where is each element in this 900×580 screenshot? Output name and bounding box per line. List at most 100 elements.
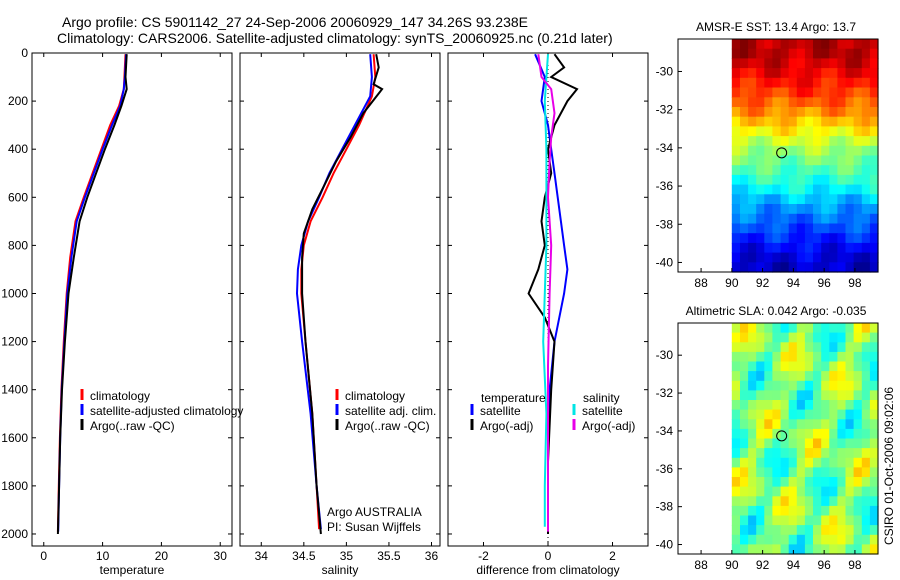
heatmap-cell: [869, 419, 879, 430]
heatmap-cell: [813, 242, 822, 254]
heatmap-cell: [756, 194, 765, 205]
heatmap-cell: [796, 409, 806, 420]
heatmap-cell: [780, 390, 790, 401]
heatmap-cell: [804, 116, 814, 127]
heatmap-cell: [821, 371, 830, 382]
float-position-marker: [776, 430, 788, 442]
heatmap-cell: [804, 194, 814, 205]
heatmap-cell: [804, 457, 814, 468]
heatmap-cell: [740, 525, 749, 536]
heatmap-cell: [821, 39, 830, 50]
heatmap-cell: [829, 116, 838, 127]
heatmap-cell: [796, 525, 806, 536]
heatmap-cell: [772, 457, 782, 468]
heatmap-cell: [731, 39, 741, 50]
heatmap-cell: [772, 390, 782, 401]
heatmap-cell: [845, 39, 855, 50]
x-tick-label: 10: [96, 549, 110, 563]
y-tick-label: -34: [656, 141, 674, 155]
heatmap-cell: [829, 233, 838, 244]
heatmap-cell: [731, 204, 741, 215]
heatmap-cell: [853, 252, 863, 263]
heatmap-cell: [748, 77, 757, 89]
heatmap-cell: [804, 505, 814, 517]
heatmap-cell: [772, 371, 782, 382]
heatmap-cell: [772, 332, 782, 343]
heatmap-cell: [821, 448, 830, 459]
heatmap-cell: [740, 107, 749, 118]
heatmap-cell: [869, 68, 879, 79]
heatmap-cell: [853, 262, 863, 273]
heatmap-cell: [764, 371, 773, 382]
heatmap-cell: [804, 342, 814, 353]
y-tick-label: -38: [656, 217, 674, 231]
heatmap-cell: [813, 97, 822, 108]
heatmap-cell: [780, 380, 790, 391]
heatmap-cell: [869, 136, 879, 147]
heatmap-cell: [837, 351, 847, 363]
heatmap-cell: [861, 419, 871, 430]
heatmap-cell: [845, 400, 855, 411]
heatmap-cell: [748, 419, 757, 430]
heatmap-cell: [764, 97, 773, 108]
heatmap-cell: [804, 409, 814, 420]
y-tick-label: 1000: [1, 286, 28, 300]
heatmap-cell: [772, 126, 782, 137]
heatmap-cell: [813, 486, 822, 497]
heatmap-cell: [869, 87, 879, 98]
heatmap-cell: [853, 400, 863, 411]
heatmap-cell: [869, 361, 879, 372]
heatmap-cell: [821, 242, 830, 254]
heatmap-cell: [740, 371, 749, 382]
heatmap-cell: [731, 505, 741, 517]
heatmap-cell: [853, 428, 863, 440]
heatmap-cell: [853, 323, 863, 334]
heatmap-cell: [829, 380, 838, 391]
x-tick-label: 34.5: [292, 549, 316, 563]
heatmap-cell: [748, 174, 757, 186]
heatmap-cell: [869, 323, 879, 334]
heatmap-cell: [796, 390, 806, 401]
heatmap-cell: [804, 165, 814, 176]
heatmap-cell: [788, 323, 798, 334]
heatmap-cell: [821, 477, 830, 488]
heatmap-cell: [813, 213, 822, 225]
heatmap-cell: [796, 486, 806, 497]
heatmap-cell: [821, 534, 830, 545]
heatmap-cell: [796, 515, 806, 526]
heatmap-cell: [788, 136, 798, 147]
heatmap-cell: [796, 505, 806, 517]
heatmap-cell: [788, 107, 798, 118]
heatmap-cell: [780, 419, 790, 430]
heatmap-cell: [829, 126, 838, 137]
heatmap-cell: [780, 438, 790, 449]
heatmap-cell: [780, 351, 790, 363]
heatmap-cell: [796, 77, 806, 89]
temperature-panel: 0 200 400 600 800 1000 1200 1400 1600 1800 2000 0 10…: [1, 46, 243, 577]
heatmap-cell: [869, 233, 879, 244]
heatmap-cell: [756, 213, 765, 225]
heatmap-cell: [861, 448, 871, 459]
heatmap-cell: [796, 262, 806, 273]
heatmap-cell: [772, 323, 782, 334]
heatmap-cell: [780, 174, 790, 186]
heatmap-cell: [748, 323, 757, 334]
heatmap-cell: [813, 58, 822, 69]
heatmap-cell: [869, 438, 879, 449]
heatmap-cell: [861, 400, 871, 411]
heatmap-cell: [748, 342, 757, 353]
heatmap-cell: [804, 448, 814, 459]
heatmap-cell: [853, 136, 863, 147]
heatmap-cell: [788, 496, 798, 507]
heatmap-cell: [780, 428, 790, 440]
heatmap-cell: [853, 457, 863, 468]
heatmap-cell: [731, 68, 741, 79]
heatmap-cell: [853, 77, 863, 89]
heatmap-cell: [780, 400, 790, 411]
heatmap-cell: [748, 136, 757, 147]
heatmap-cell: [748, 204, 757, 215]
heatmap-cell: [861, 165, 871, 176]
series-line-climatology: [300, 54, 377, 530]
heatmap-cell: [756, 223, 765, 234]
heatmap-cell: [740, 515, 749, 526]
